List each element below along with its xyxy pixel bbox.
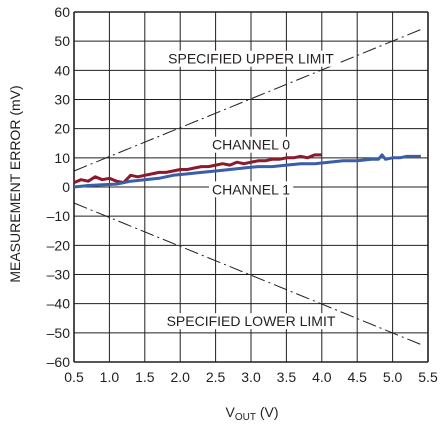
x-axis-label-unit: (V) — [256, 404, 279, 420]
annotation-background — [208, 181, 294, 198]
x-tick-label: 2.5 — [206, 369, 226, 385]
annotation: CHANNEL 0 — [208, 136, 294, 153]
y-tick-labels: 60 50 40 30 20 10 0 –10 –20 –30 –40 –50 –60 — [47, 4, 71, 370]
annotation-label: SPECIFIED LOWER LIMIT — [167, 313, 336, 329]
x-tick-label: 2.0 — [170, 369, 190, 385]
series-line-channel-0 — [73, 153, 322, 185]
series-group — [73, 29, 422, 345]
y-tick-label: 0 — [62, 179, 70, 195]
annotation-background — [163, 313, 339, 330]
y-tick-label: 50 — [54, 33, 70, 49]
series-line-specified-lower-limit — [73, 202, 422, 345]
y-tick-label: –50 — [47, 325, 71, 341]
y-tick-label: –30 — [47, 267, 71, 283]
y-tick-label: –40 — [47, 296, 71, 312]
annotation-background — [165, 50, 338, 67]
y-axis-label: MEASUREMENT ERROR (mV) — [7, 85, 23, 282]
annotation-label: CHANNEL 0 — [212, 137, 290, 153]
x-tick-labels: 0.5 1.0 1.5 2.0 2.5 3.0 3.5 4.0 4.5 5.0 5.5 — [64, 369, 438, 385]
annotation: SPECIFIED UPPER LIMIT — [165, 50, 338, 67]
y-tick-label: 30 — [54, 92, 70, 108]
x-tick-label: 1.0 — [100, 369, 120, 385]
series-line-channel-1 — [73, 153, 421, 189]
annotations: SPECIFIED UPPER LIMIT CHANNEL 0 CHANNEL 1 S… — [163, 50, 339, 330]
x-tick-label: 3.5 — [277, 369, 297, 385]
x-tick-label: 4.0 — [312, 369, 332, 385]
x-tick-label: 5.5 — [418, 369, 438, 385]
x-tick-label: 4.5 — [347, 369, 367, 385]
x-tick-label: 5.0 — [383, 369, 403, 385]
annotation: CHANNEL 1 — [208, 181, 294, 198]
x-axis-label-sub: OUT — [235, 412, 256, 423]
y-tick-label: 40 — [54, 62, 70, 78]
annotation-label: CHANNEL 1 — [212, 181, 290, 197]
x-axis-label-main: V — [225, 404, 235, 420]
annotation: SPECIFIED LOWER LIMIT — [163, 313, 339, 330]
series-line-specified-upper-limit — [73, 29, 422, 172]
annotation-background — [208, 136, 294, 153]
x-axis-label: VOUT (V) — [225, 404, 278, 423]
x-tick-label: 3.0 — [241, 369, 261, 385]
y-tick-label: 10 — [54, 150, 70, 166]
x-tick-label: 0.5 — [64, 369, 84, 385]
x-tick-label: 1.5 — [135, 369, 155, 385]
y-tick-label: 20 — [54, 121, 70, 137]
y-tick-label: –20 — [47, 237, 71, 253]
annotation-label: SPECIFIED UPPER LIMIT — [168, 51, 334, 67]
y-tick-label: –60 — [47, 354, 71, 370]
y-tick-label: 60 — [54, 4, 70, 20]
y-tick-label: –10 — [47, 208, 71, 224]
